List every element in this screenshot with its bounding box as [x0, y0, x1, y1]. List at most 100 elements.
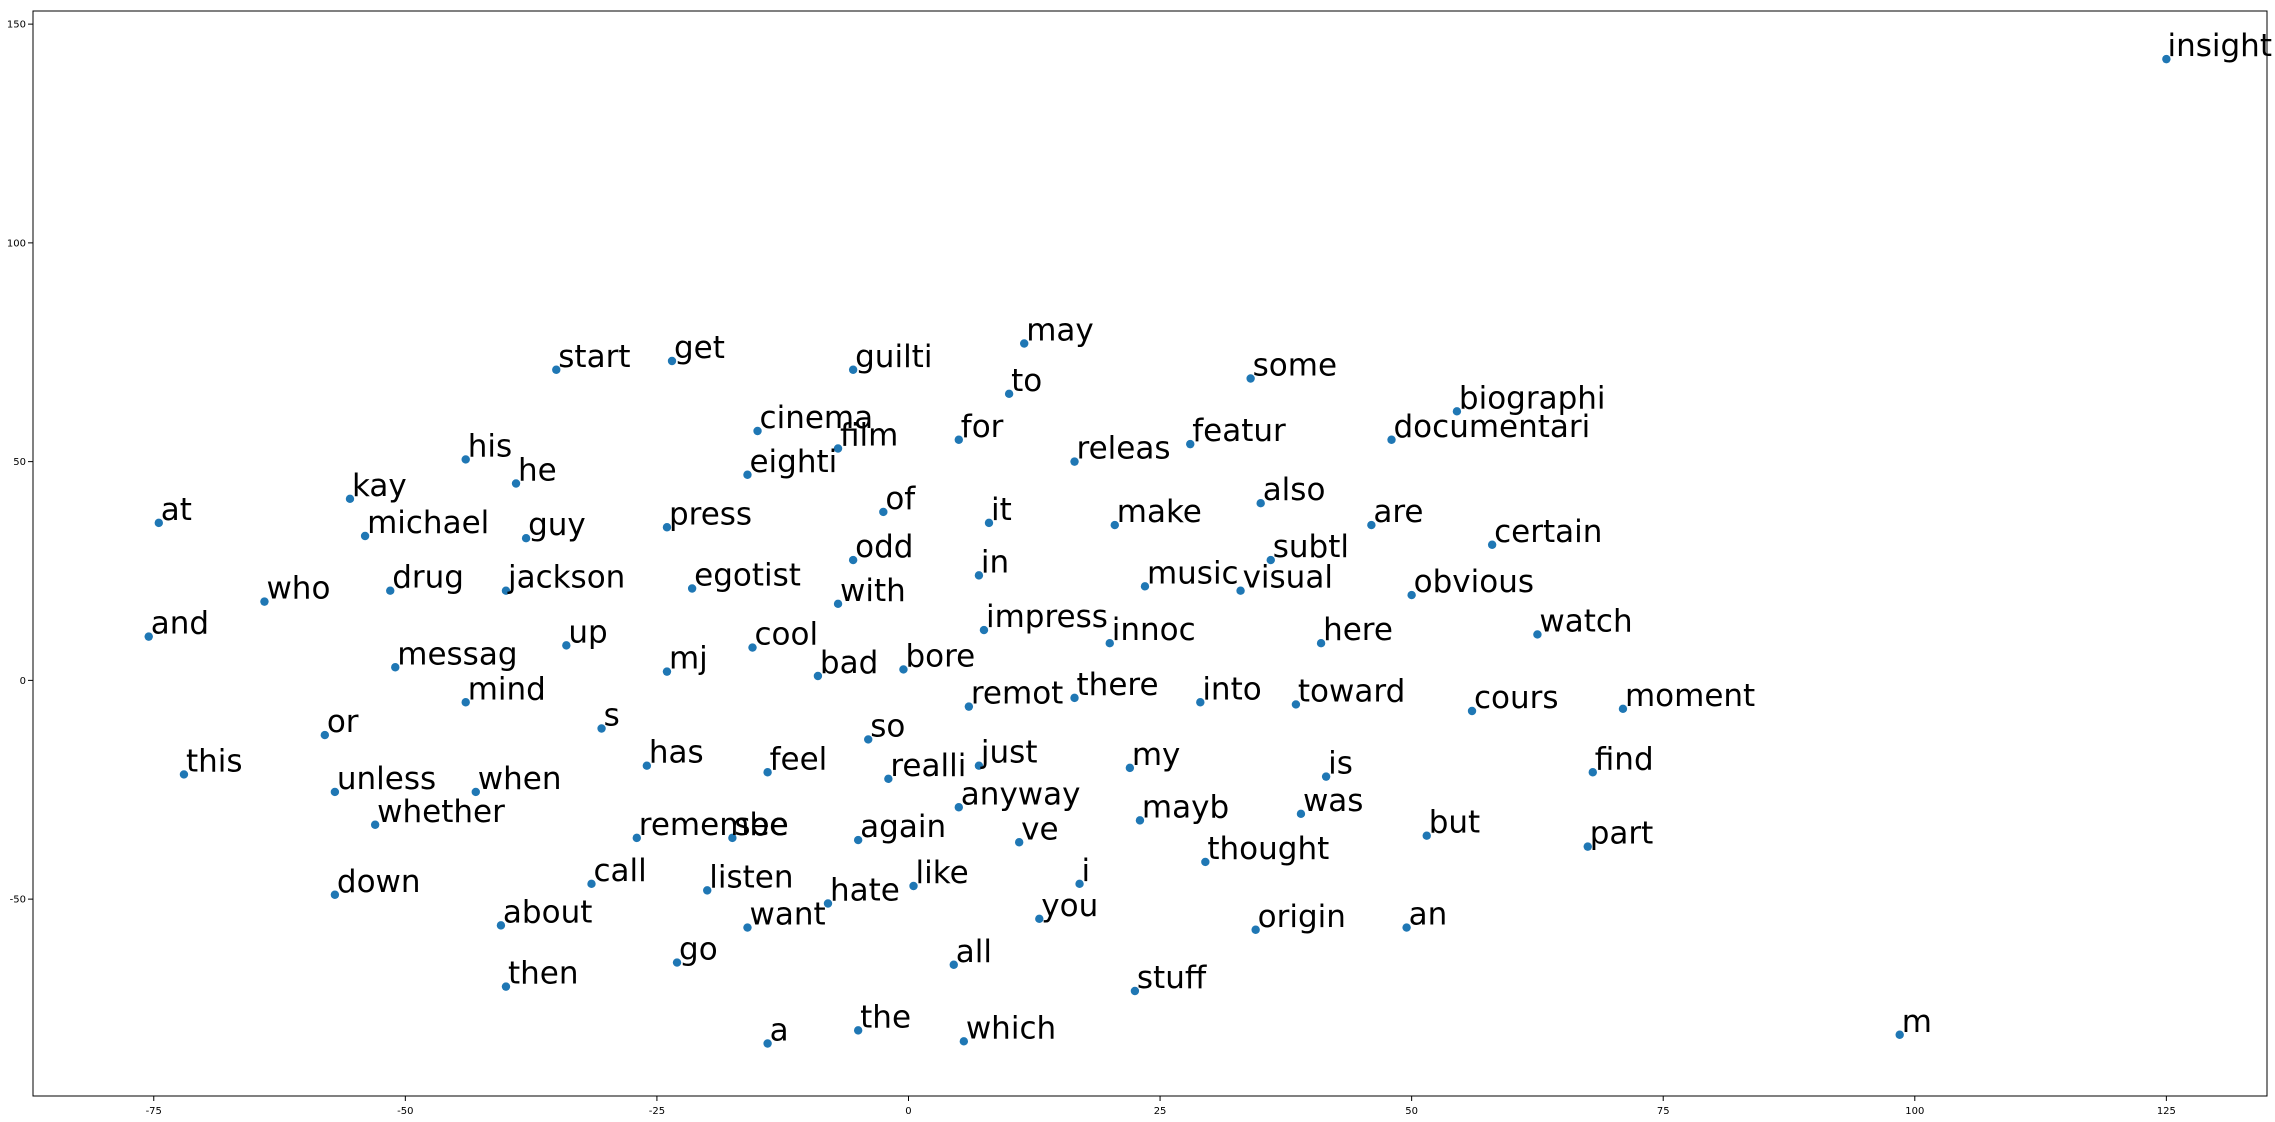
point-label: documentari	[1394, 409, 1591, 445]
data-point	[703, 886, 712, 895]
point-label: at	[161, 492, 192, 528]
point-label: mj	[669, 641, 708, 677]
data-point	[642, 761, 652, 770]
x-tick-label: 0	[905, 1106, 911, 1117]
data-point	[1130, 986, 1140, 996]
data-point	[848, 365, 858, 374]
data-point	[748, 643, 757, 652]
point-label: down	[337, 864, 421, 900]
data-point	[587, 879, 596, 889]
data-point	[521, 533, 531, 543]
data-point	[552, 365, 561, 374]
data-point	[260, 597, 269, 606]
data-point	[1125, 763, 1135, 773]
data-point	[391, 663, 400, 672]
data-point	[1487, 540, 1497, 549]
data-point	[853, 1026, 863, 1035]
data-point	[597, 724, 606, 733]
data-point	[1186, 439, 1195, 449]
point-label: and	[151, 606, 209, 642]
data-point	[562, 641, 571, 650]
data-point	[833, 444, 843, 453]
point-label: a	[770, 1013, 789, 1049]
point-label: thought	[1207, 831, 1329, 867]
point-label: hate	[830, 873, 900, 909]
data-point	[743, 470, 752, 479]
point-label: origin	[1258, 899, 1346, 935]
data-point	[370, 820, 380, 829]
point-label: cinema	[760, 400, 874, 436]
x-tick-label: -25	[649, 1106, 665, 1117]
point-label: whether	[377, 794, 505, 830]
y-tick-label: -50	[10, 895, 26, 906]
data-point	[667, 356, 677, 366]
data-point	[949, 960, 958, 969]
point-label: guilti	[855, 339, 932, 375]
point-label: press	[669, 496, 752, 532]
point-label: film	[840, 418, 898, 454]
y-tick-label: 0	[20, 676, 26, 687]
data-point	[471, 787, 480, 797]
point-label: ve	[1021, 811, 1058, 847]
point-label: listen	[709, 859, 793, 895]
point-label: odd	[855, 529, 913, 565]
data-point	[763, 1039, 772, 1048]
point-label: when	[478, 761, 562, 797]
point-label: realli	[890, 748, 966, 784]
point-label: here	[1323, 612, 1393, 648]
data-point	[330, 890, 340, 899]
data-point	[1588, 768, 1597, 777]
data-point	[1452, 407, 1462, 416]
data-point	[1075, 879, 1084, 889]
point-label: may	[1026, 313, 1094, 349]
data-point	[687, 584, 697, 593]
data-point	[154, 518, 163, 528]
point-label: or	[327, 704, 359, 740]
point-label: go	[679, 932, 718, 968]
point-label: to	[1011, 363, 1042, 399]
data-point	[974, 761, 984, 770]
point-label: it	[991, 492, 1012, 528]
data-point	[632, 833, 641, 843]
point-label: jackson	[507, 560, 625, 596]
data-point	[360, 531, 370, 541]
point-label: egotist	[694, 558, 801, 594]
data-point	[1256, 498, 1265, 508]
y-tick-label: 50	[13, 457, 26, 468]
point-label: also	[1263, 472, 1326, 508]
data-point	[662, 667, 672, 676]
data-point	[1583, 842, 1592, 851]
point-label: unless	[337, 761, 436, 797]
x-tick-label: 75	[1657, 1106, 1670, 1117]
data-point	[345, 494, 355, 504]
point-label: remot	[971, 676, 1063, 712]
x-tick-label: 125	[2157, 1106, 2176, 1117]
y-tick-label: 100	[7, 238, 26, 249]
point-label: are	[1373, 494, 1423, 530]
data-point	[1533, 630, 1542, 639]
x-axis-ticks: -75 -50 -25 0 25 50 75 100 125	[146, 1096, 2176, 1117]
point-label: see	[734, 807, 788, 843]
data-point	[496, 921, 506, 930]
point-label: all	[956, 934, 992, 970]
data-point	[461, 698, 470, 707]
point-label: mayb	[1142, 789, 1229, 825]
point-label: s	[604, 698, 620, 734]
x-tick-label: -50	[397, 1106, 413, 1117]
data-point	[959, 1037, 969, 1046]
point-label: his	[468, 428, 512, 464]
data-point	[1422, 831, 1431, 840]
data-point	[728, 833, 737, 843]
point-label: visual	[1243, 560, 1333, 596]
data-point	[848, 555, 858, 565]
data-point	[984, 518, 994, 528]
data-point	[1266, 555, 1275, 565]
data-point	[1296, 809, 1306, 819]
data-point	[1070, 457, 1079, 466]
data-point	[1004, 389, 1014, 399]
data-point	[511, 479, 521, 488]
point-label: like	[916, 855, 969, 891]
data-points	[144, 54, 2171, 1048]
point-label: just	[980, 735, 1038, 771]
